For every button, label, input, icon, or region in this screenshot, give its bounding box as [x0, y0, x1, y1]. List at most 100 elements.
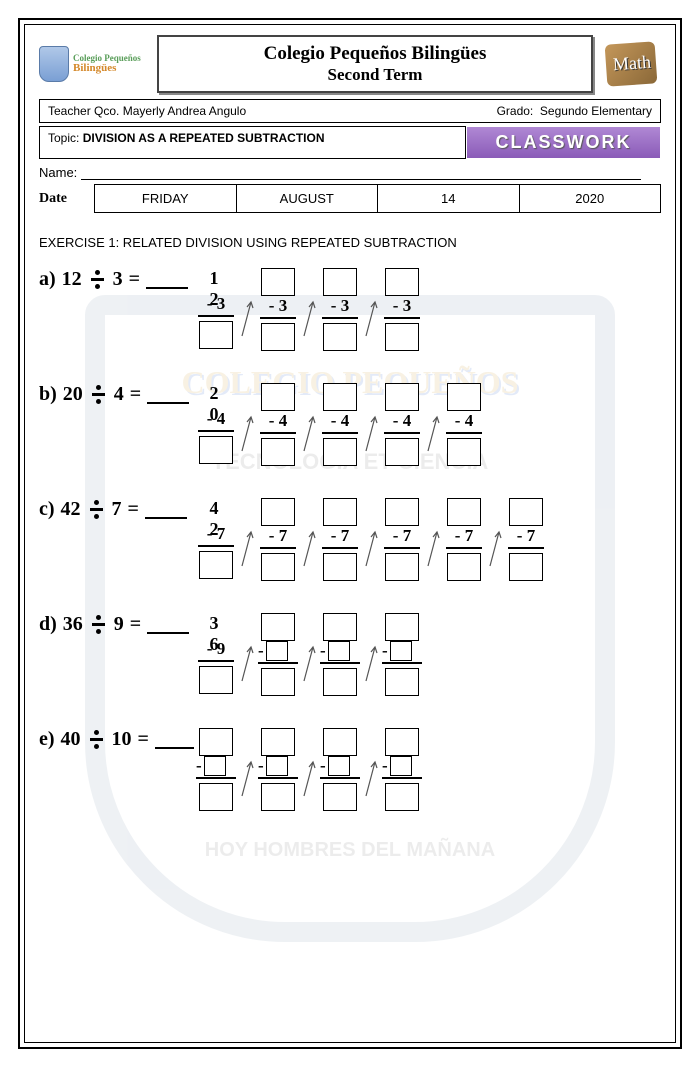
step-subtract-empty[interactable]: - — [320, 756, 360, 779]
step-subtract-empty[interactable]: - — [196, 756, 236, 779]
arrow-icon — [240, 633, 254, 693]
step-top-box[interactable] — [385, 728, 419, 756]
step-top-box[interactable] — [509, 498, 543, 526]
step-result-box[interactable] — [385, 323, 419, 351]
problem-label: b) 20 4 = — [39, 383, 194, 406]
arrow-icon — [302, 403, 316, 463]
step-top-box[interactable] — [323, 383, 357, 411]
divisor: 10 — [112, 728, 132, 751]
step-subtract: - 7 — [384, 526, 420, 549]
step-subtract: - 7 — [322, 526, 358, 549]
step-top-box[interactable] — [261, 383, 295, 411]
step-result-box[interactable] — [385, 553, 419, 581]
step-result-box[interactable] — [447, 438, 481, 466]
divide-icon — [90, 500, 103, 519]
step-subtract: - 9 — [198, 639, 234, 662]
step-result-box[interactable] — [323, 783, 357, 811]
name-line: Name: — [39, 165, 661, 180]
step-top-box[interactable] — [323, 498, 357, 526]
step-result-box[interactable] — [509, 553, 543, 581]
name-input-line[interactable] — [81, 179, 641, 180]
step-column: 2 0- 4 — [194, 383, 238, 464]
answer-blank[interactable] — [145, 501, 187, 519]
step-top-box[interactable] — [199, 728, 233, 756]
step-top-box[interactable] — [447, 498, 481, 526]
step-subtract: - 3 — [198, 294, 234, 317]
step-top-box[interactable] — [447, 383, 481, 411]
answer-blank[interactable] — [147, 616, 189, 634]
classwork-badge: CLASSWORK — [466, 126, 661, 159]
problem-letter: a) — [39, 268, 56, 291]
step-top-box[interactable] — [385, 383, 419, 411]
step-column: - — [256, 728, 300, 811]
step-column: - 7 — [256, 498, 300, 581]
problem-label: d) 36 9 = — [39, 613, 194, 636]
answer-blank[interactable] — [147, 386, 189, 404]
problem-row: d) 36 9 = 3 6- 9--- — [39, 613, 661, 696]
step-result-box[interactable] — [385, 783, 419, 811]
step-column: - — [380, 728, 424, 811]
step-result-box[interactable] — [385, 438, 419, 466]
step-result-box[interactable] — [261, 668, 295, 696]
step-result-box[interactable] — [385, 668, 419, 696]
problem-row: e) 40 10 = ---- — [39, 728, 661, 811]
step-column: - 7 — [380, 498, 424, 581]
step-subtract-empty[interactable]: - — [382, 641, 422, 664]
exercise-title: EXERCISE 1: RELATED DIVISION USING REPEA… — [39, 235, 661, 250]
step-top-box[interactable] — [323, 613, 357, 641]
math-badge: Math — [601, 39, 661, 89]
step-top-box[interactable] — [261, 613, 295, 641]
step-result-box[interactable] — [199, 551, 233, 579]
problem-letter: c) — [39, 498, 55, 521]
step-top-box[interactable] — [261, 728, 295, 756]
math-badge-text: Math — [612, 52, 651, 76]
step-subtract-empty[interactable]: - — [258, 756, 298, 779]
step-result-box[interactable] — [199, 436, 233, 464]
step-result-box[interactable] — [261, 438, 295, 466]
equals: = — [138, 728, 149, 751]
step-column: - 4 — [442, 383, 486, 466]
step-subtract-empty[interactable]: - — [382, 756, 422, 779]
step-result-box[interactable] — [199, 783, 233, 811]
step-subtract: - 7 — [446, 526, 482, 549]
step-subtract: - 4 — [198, 409, 234, 432]
problem-row: a) 12 3 = 1 2- 3- 3- 3- 3 — [39, 268, 661, 351]
step-top-box[interactable] — [323, 268, 357, 296]
step-top-box[interactable] — [261, 268, 295, 296]
grade-info: Grado: Segundo Elementary — [497, 104, 652, 118]
step-top-box[interactable] — [323, 728, 357, 756]
step-column: - 3 — [256, 268, 300, 351]
steps-area: ---- — [194, 728, 424, 811]
step-result-box[interactable] — [199, 321, 233, 349]
step-result-box[interactable] — [323, 438, 357, 466]
problem-row: c) 42 7 = 4 2- 7- 7- 7- 7- 7- 7 — [39, 498, 661, 581]
step-result-box[interactable] — [323, 553, 357, 581]
teacher-grade-row: Teacher Qco. Mayerly Andrea Angulo Grado… — [39, 99, 661, 123]
answer-blank[interactable] — [155, 731, 194, 749]
step-top-box[interactable] — [385, 268, 419, 296]
date-month: AUGUST — [237, 184, 379, 213]
steps-area: 4 2- 7- 7- 7- 7- 7- 7 — [194, 498, 548, 581]
arrow-icon — [426, 518, 440, 578]
arrow-icon — [364, 288, 378, 348]
step-top-box[interactable] — [385, 498, 419, 526]
step-result-box[interactable] — [261, 553, 295, 581]
school-name: Colegio Pequeños Bilingües — [169, 43, 581, 65]
problem-letter: e) — [39, 728, 55, 751]
arrow-icon — [426, 403, 440, 463]
divisor: 7 — [112, 498, 122, 521]
answer-blank[interactable] — [146, 271, 188, 289]
step-result-box[interactable] — [199, 666, 233, 694]
step-subtract-empty[interactable]: - — [320, 641, 360, 664]
step-subtract-empty[interactable]: - — [258, 641, 298, 664]
step-result-box[interactable] — [261, 323, 295, 351]
problem-label: a) 12 3 = — [39, 268, 194, 291]
page-content: Colegio Pequeños Bilingües Colegio Peque… — [24, 24, 676, 1043]
step-result-box[interactable] — [323, 323, 357, 351]
step-top-box[interactable] — [385, 613, 419, 641]
step-result-box[interactable] — [323, 668, 357, 696]
step-result-box[interactable] — [447, 553, 481, 581]
step-column: - — [194, 728, 238, 811]
step-result-box[interactable] — [261, 783, 295, 811]
step-top-box[interactable] — [261, 498, 295, 526]
